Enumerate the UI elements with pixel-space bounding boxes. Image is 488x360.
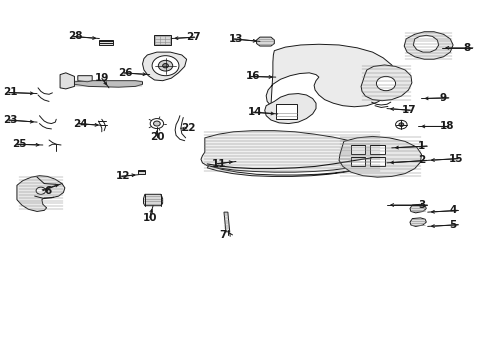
Circle shape xyxy=(395,120,406,129)
Text: 27: 27 xyxy=(185,32,200,42)
Polygon shape xyxy=(154,35,171,45)
Text: 12: 12 xyxy=(116,171,130,181)
Circle shape xyxy=(150,118,163,129)
Text: 2: 2 xyxy=(417,156,425,165)
Text: 5: 5 xyxy=(448,220,456,230)
Circle shape xyxy=(158,60,172,71)
Polygon shape xyxy=(143,194,163,206)
Polygon shape xyxy=(17,176,65,211)
Text: 28: 28 xyxy=(68,31,82,41)
Polygon shape xyxy=(264,94,315,123)
Polygon shape xyxy=(138,170,144,174)
Polygon shape xyxy=(360,65,411,101)
Polygon shape xyxy=(207,159,381,176)
Text: 26: 26 xyxy=(118,68,133,78)
Text: 1: 1 xyxy=(417,141,425,151)
Text: 19: 19 xyxy=(94,73,109,83)
Bar xyxy=(369,145,384,154)
Text: 16: 16 xyxy=(245,71,260,81)
Bar xyxy=(350,157,365,166)
Text: 6: 6 xyxy=(44,186,51,196)
Polygon shape xyxy=(412,35,438,52)
Polygon shape xyxy=(409,204,426,213)
Bar xyxy=(350,145,365,154)
Polygon shape xyxy=(142,52,186,81)
Text: 14: 14 xyxy=(247,107,262,117)
Polygon shape xyxy=(256,37,274,46)
Bar xyxy=(275,104,297,118)
Text: 20: 20 xyxy=(149,132,164,142)
Circle shape xyxy=(36,187,45,194)
Ellipse shape xyxy=(205,153,223,159)
Text: 4: 4 xyxy=(448,205,456,215)
Polygon shape xyxy=(201,131,381,172)
Text: 25: 25 xyxy=(12,139,26,149)
Text: 22: 22 xyxy=(181,123,195,133)
Text: 15: 15 xyxy=(448,154,463,163)
Text: 13: 13 xyxy=(228,34,243,44)
Text: 23: 23 xyxy=(3,115,18,125)
Polygon shape xyxy=(99,40,113,45)
Bar xyxy=(369,157,384,166)
Polygon shape xyxy=(338,136,421,177)
Polygon shape xyxy=(60,73,74,89)
Polygon shape xyxy=(265,44,397,107)
Circle shape xyxy=(398,123,403,126)
Text: 11: 11 xyxy=(211,159,226,169)
Polygon shape xyxy=(74,81,142,87)
Circle shape xyxy=(153,121,160,126)
Text: 9: 9 xyxy=(439,93,446,103)
Circle shape xyxy=(163,64,168,68)
Text: 10: 10 xyxy=(142,212,157,222)
Text: 18: 18 xyxy=(439,121,453,131)
Polygon shape xyxy=(409,218,426,226)
Text: 8: 8 xyxy=(463,43,470,53)
Text: 3: 3 xyxy=(417,200,425,210)
Polygon shape xyxy=(404,32,452,59)
Text: 21: 21 xyxy=(3,87,18,98)
Text: 17: 17 xyxy=(401,105,415,115)
Circle shape xyxy=(152,56,179,76)
Polygon shape xyxy=(78,76,92,82)
Text: 7: 7 xyxy=(219,230,226,240)
Text: 24: 24 xyxy=(73,118,87,129)
Polygon shape xyxy=(224,212,229,232)
Circle shape xyxy=(376,76,395,91)
